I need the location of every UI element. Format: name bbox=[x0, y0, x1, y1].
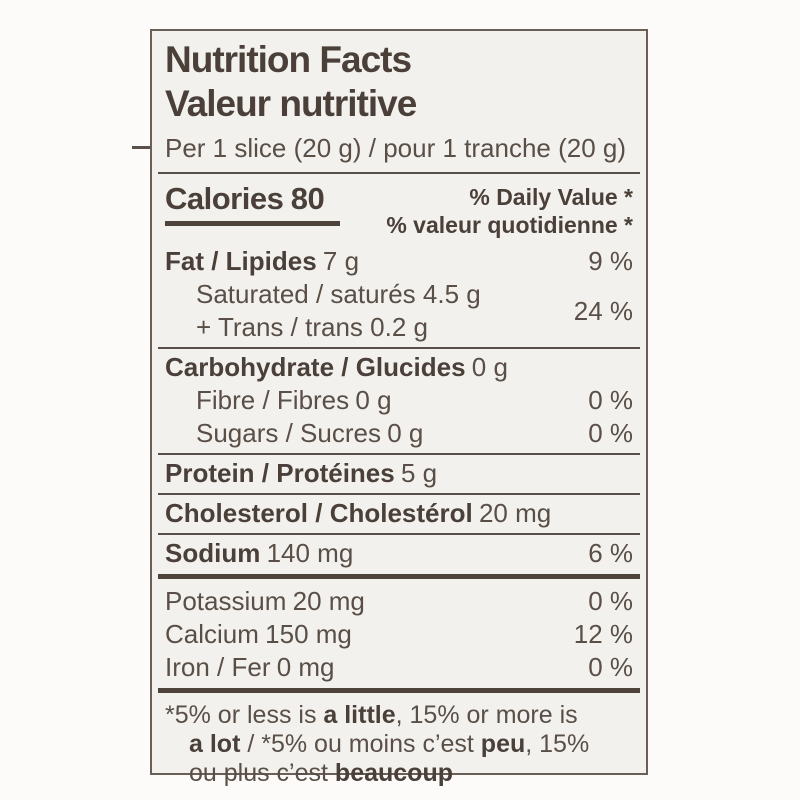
calcium-percent: 12 % bbox=[573, 619, 633, 649]
label-header: Nutrition Facts Valeur nutritive Per 1 s… bbox=[165, 38, 633, 164]
sodium-section-thick-divider bbox=[158, 574, 640, 579]
row-sodium: Sodium 140 mg 6 % bbox=[165, 537, 633, 570]
serving-size: Per 1 slice (20 g) / pour 1 tranche (20 … bbox=[165, 133, 627, 163]
sugars-label: Sugars / Sucres 0 g bbox=[196, 418, 424, 448]
iron-percent: 0 % bbox=[588, 652, 633, 682]
header-divider bbox=[158, 172, 640, 174]
row-saturated-trans: Saturated / saturés 4.5 g + Trans / tran… bbox=[165, 278, 633, 344]
title-english: Nutrition Facts bbox=[165, 39, 412, 80]
trans-line: + Trans / trans 0.2 g bbox=[196, 312, 428, 342]
row-protein: Protein / Protéines 5 g bbox=[165, 457, 633, 490]
daily-value-french: % valeur quotidienne * bbox=[386, 212, 633, 238]
daily-value-english: % Daily Value * bbox=[469, 184, 633, 210]
protein-section-divider bbox=[158, 493, 640, 495]
row-fat: Fat / Lipides 7 g 9 % bbox=[165, 245, 633, 278]
calories-section: Calories 80 % Daily Value * % valeur quot… bbox=[165, 181, 633, 239]
cholesterol-section-divider bbox=[158, 533, 640, 535]
iron-label: Iron / Fer 0 mg bbox=[165, 652, 335, 682]
row-fibre: Fibre / Fibres 0 g 0 % bbox=[165, 384, 633, 417]
sodium-label: Sodium 140 mg bbox=[165, 538, 354, 568]
fat-section-divider bbox=[158, 347, 640, 349]
footnote-line-3: ou plus c’est beaucoup bbox=[189, 759, 453, 787]
cholesterol-label: Cholesterol / Cholestérol 20 mg bbox=[165, 498, 552, 528]
calories-underline-bar bbox=[165, 221, 340, 226]
title-french: Valeur nutritive bbox=[165, 83, 417, 124]
daily-value-footnote: *5% or less is a little, 15% or more is … bbox=[165, 701, 633, 788]
saturated-line: Saturated / saturés 4.5 g bbox=[196, 279, 481, 309]
fibre-percent: 0 % bbox=[588, 385, 633, 415]
label-edge-tick bbox=[132, 146, 150, 149]
potassium-label: Potassium 20 mg bbox=[165, 586, 365, 616]
daily-value-header: % Daily Value * % valeur quotidienne * bbox=[386, 183, 633, 239]
calories-label: Calories bbox=[165, 181, 284, 216]
sodium-percent: 6 % bbox=[588, 538, 633, 568]
saturated-trans-lines: Saturated / saturés 4.5 g + Trans / tran… bbox=[165, 278, 481, 344]
calcium-label: Calcium 150 mg bbox=[165, 619, 352, 649]
potassium-percent: 0 % bbox=[588, 586, 633, 616]
row-potassium: Potassium 20 mg 0 % bbox=[165, 585, 633, 618]
calories-line: Calories 80 bbox=[165, 181, 340, 217]
row-iron: Iron / Fer 0 mg 0 % bbox=[165, 651, 633, 684]
carbohydrate-section-divider bbox=[158, 453, 640, 455]
minerals-section-thick-divider bbox=[158, 688, 640, 693]
calories-value: 80 bbox=[290, 181, 325, 216]
nutrition-facts-label: Nutrition Facts Valeur nutritive Per 1 s… bbox=[150, 29, 648, 787]
sugars-percent: 0 % bbox=[588, 418, 633, 448]
fat-label: Fat / Lipides 7 g bbox=[165, 246, 360, 276]
protein-label: Protein / Protéines 5 g bbox=[165, 458, 438, 488]
row-calcium: Calcium 150 mg 12 % bbox=[165, 618, 633, 651]
footnote-line-2: a lot / *5% ou moins c’est peu, 15% bbox=[189, 730, 590, 758]
carbohydrate-label: Carbohydrate / Glucides 0 g bbox=[165, 352, 508, 382]
calories-block: Calories 80 bbox=[165, 181, 340, 239]
row-cholesterol: Cholesterol / Cholestérol 20 mg bbox=[165, 497, 633, 530]
footnote-line-1: *5% or less is a little, 15% or more is bbox=[165, 701, 578, 729]
saturated-trans-percent: 24 % bbox=[573, 295, 633, 326]
fibre-label: Fibre / Fibres 0 g bbox=[196, 385, 392, 415]
row-carbohydrate: Carbohydrate / Glucides 0 g bbox=[165, 351, 633, 384]
fat-percent: 9 % bbox=[588, 246, 633, 276]
row-sugars: Sugars / Sucres 0 g 0 % bbox=[165, 417, 633, 450]
